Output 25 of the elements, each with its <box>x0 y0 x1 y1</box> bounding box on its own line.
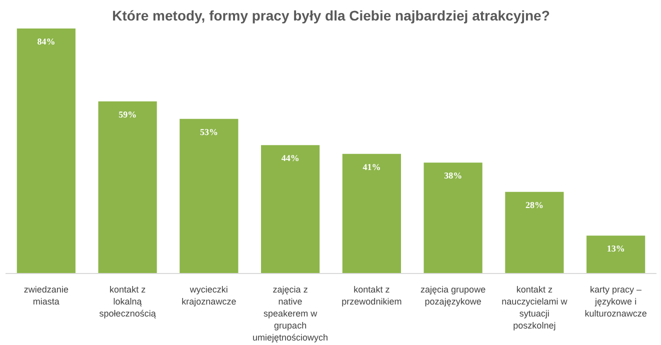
data-label: 44% <box>281 153 300 164</box>
chart-title: Które metody, formy pracy były dla Ciebie najbardziej atrakcyjne? <box>112 8 550 24</box>
data-label: 84% <box>37 36 56 46</box>
x-tick-label: kontakt z przewodnikiem <box>342 284 402 306</box>
x-tick-label: zwiedzanie miasta <box>24 284 68 306</box>
data-label: 53% <box>200 126 218 137</box>
bar <box>180 118 238 274</box>
bar <box>586 236 646 274</box>
bar <box>261 145 320 274</box>
x-tick-label: kontakt z lokalną społecznością <box>99 284 156 318</box>
bar <box>16 28 76 274</box>
x-tick-label: kontakt z nauczycielami w sytuacji poszkolnej <box>502 284 568 330</box>
data-label: 41% <box>362 162 381 172</box>
data-label: 28% <box>525 200 544 210</box>
x-tick-label: zajęcia grupowe pozajęzykowe <box>420 284 486 306</box>
data-label: 13% <box>606 244 625 254</box>
bar <box>98 101 157 274</box>
x-tick-label: karty pracy – językowe i kulturoznawcze <box>584 284 647 318</box>
data-label: 59% <box>118 109 137 120</box>
x-tick-label: wycieczki krajoznawcze <box>182 284 236 306</box>
bar <box>424 162 482 274</box>
bar <box>342 154 401 274</box>
data-label: 38% <box>444 170 462 181</box>
bar <box>505 192 564 274</box>
x-tick-label: zajęcia z native speakerem w grupach umiejętnościowych <box>252 284 328 342</box>
